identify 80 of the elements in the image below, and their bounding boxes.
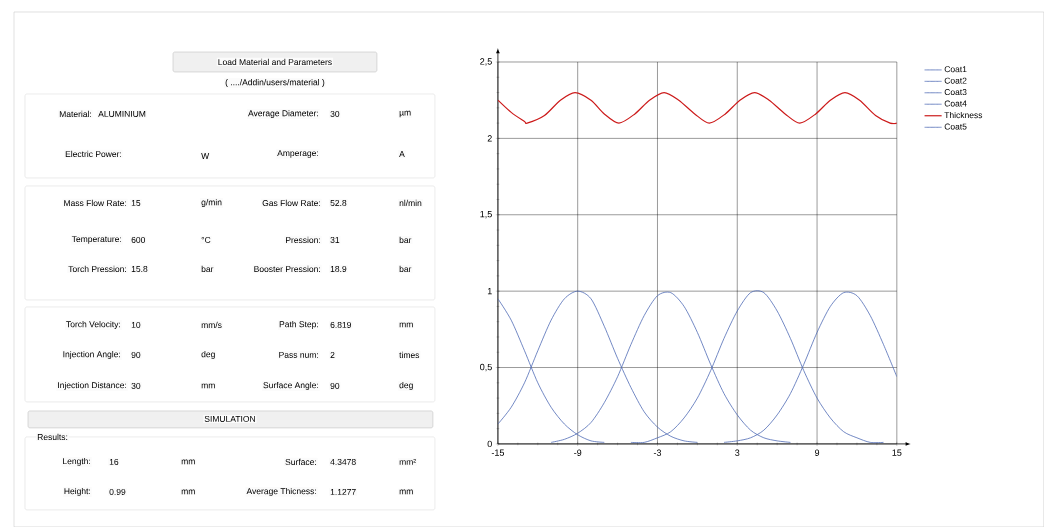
text: Surface: [285,458,316,465]
text: Temperature: [71,236,121,244]
text: µm [399,110,411,118]
text: °C [201,236,211,243]
text: Material: [59,110,91,118]
text: Pression: [286,236,320,244]
text: Pass num: [279,351,318,358]
text: 4.3478 [330,458,356,465]
text: 6.819 [330,321,352,328]
text: Amperage: [277,150,318,158]
text: SIMULATION [204,415,255,422]
text: 30 [330,110,340,117]
y-tick-label: 1,5 [480,211,492,219]
text: 15.8 [131,265,148,272]
text: bar [399,265,412,273]
y-tick-label: 2,5 [480,58,492,66]
text: times [399,351,420,358]
text: 90 [131,351,141,358]
text: Torch Velocity: [66,320,120,329]
text: 1.1277 [330,488,356,495]
text: 52.8 [330,199,347,206]
text: 15 [131,199,141,206]
text: 600 [131,236,146,243]
text: mm [399,322,413,328]
text: Mass Flow Rate: [64,199,126,207]
text: bar [201,265,214,273]
text: 16 [109,458,119,465]
y-tick-label: 1 [487,288,492,295]
legend-label: Coat3 [944,89,967,96]
text: 10 [131,321,141,328]
text: Electric Power: [65,150,121,158]
text: Load Material and Parameters [218,58,332,66]
text: 0.99 [109,488,126,495]
legend-label: Coat1 [944,66,967,73]
legend-label: Coat4 [944,100,967,107]
text: g/min [201,198,222,207]
text: bar [399,236,412,244]
x-tick-label: -3 [653,449,662,456]
text: 30 [131,382,141,389]
x-tick-label: 3 [735,449,740,456]
y-tick-label: 2 [487,135,492,142]
text: Height: [64,487,90,496]
text: A [399,151,405,157]
legend-label: Coat5 [944,123,967,130]
x-tick-label: 9 [814,449,820,456]
text: mm [201,383,215,389]
text: Surface Angle: [263,381,318,390]
text: Average Thicness: [246,487,316,496]
legend-label: Coat2 [944,77,967,84]
y-tick-label: 0,5 [480,363,492,372]
text: W [201,153,210,159]
text: mm² [399,458,416,465]
text: Booster Pression: [254,265,320,273]
text: mm [181,489,195,495]
x-tick-label: 15 [892,449,902,456]
legend-label: Thickness [944,111,983,119]
text: Results: [37,433,68,440]
text: 90 [330,382,340,389]
text: Injection Distance: [58,381,126,390]
text: Gas Flow Rate: [262,199,320,207]
text: 2 [330,351,335,358]
text: deg [399,381,413,390]
y-tick-label: 0 [487,440,492,448]
x-tick-label: -15 [491,449,505,456]
x-tick-label: -9 [574,449,582,456]
text: ( ..../Addin/users/material ) [225,78,325,87]
text: Average Diameter: [248,109,318,118]
text: deg [201,350,215,359]
text: ALUMINIUM [98,110,146,117]
text: Injection Angle: [63,350,120,359]
text: nl/min [399,199,422,207]
text: mm [181,459,195,465]
text: Path Step: [279,320,318,329]
text: Length: [63,457,90,466]
text: mm/s [201,321,222,329]
text: 31 [330,236,340,243]
text: Torch Pression: [68,265,126,273]
line-series [497,91,897,125]
text: mm [399,489,413,495]
text: 18.9 [330,265,347,272]
